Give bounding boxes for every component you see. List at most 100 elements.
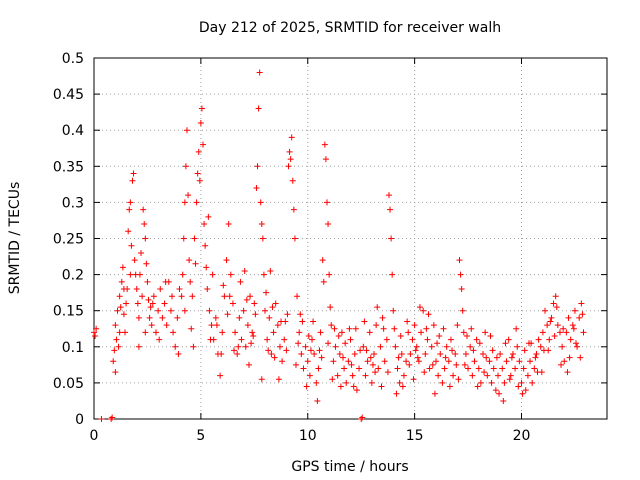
data-point (206, 307, 213, 314)
data-point (182, 163, 189, 170)
data-point (443, 343, 450, 350)
data-point (397, 332, 404, 339)
data-point (406, 361, 413, 368)
data-point (350, 383, 357, 390)
data-point (188, 325, 195, 332)
data-point (412, 347, 419, 354)
data-point (493, 354, 500, 361)
data-point (185, 192, 192, 199)
data-point (421, 369, 428, 376)
data-point (111, 347, 118, 354)
data-point (471, 358, 478, 365)
data-point (329, 376, 336, 383)
data-point (181, 307, 188, 314)
data-point (458, 286, 465, 293)
data-point (385, 192, 392, 199)
data-point (547, 318, 554, 325)
data-point (499, 365, 506, 372)
data-point (289, 177, 296, 184)
x-tick-label: 5 (196, 428, 205, 444)
data-point (428, 343, 435, 350)
data-point (220, 282, 227, 289)
data-point (364, 358, 371, 365)
data-point (219, 329, 226, 336)
data-point (294, 293, 301, 300)
data-point (266, 314, 273, 321)
data-point (309, 336, 316, 343)
x-tick-label: 15 (406, 428, 424, 444)
data-point (457, 271, 464, 278)
data-point (276, 343, 283, 350)
data-point (476, 340, 483, 347)
axis-ticks (93, 57, 607, 420)
data-point (548, 314, 555, 321)
data-point (537, 343, 544, 350)
data-point (405, 329, 412, 336)
data-point (330, 358, 337, 365)
data-point (424, 336, 431, 343)
data-point (486, 358, 493, 365)
data-point (316, 347, 323, 354)
data-point (351, 351, 358, 358)
data-point (201, 221, 208, 228)
data-point (127, 199, 134, 206)
data-point (403, 358, 410, 365)
data-point (187, 278, 194, 285)
data-point (112, 322, 119, 329)
data-point (366, 329, 373, 336)
data-point (361, 318, 368, 325)
data-point (571, 307, 578, 314)
data-point (533, 351, 540, 358)
data-point (161, 300, 168, 307)
data-point (379, 314, 386, 321)
data-point (133, 286, 140, 293)
data-point (508, 354, 515, 361)
data-point (263, 289, 270, 296)
data-point (418, 329, 425, 336)
y-tick-label: 0.45 (53, 87, 84, 103)
data-point (477, 379, 484, 386)
data-point (120, 311, 127, 318)
data-point (369, 361, 376, 368)
data-point (567, 336, 574, 343)
data-point (539, 329, 546, 336)
data-point (118, 278, 125, 285)
data-point (535, 336, 542, 343)
data-point (245, 361, 252, 368)
data-point (169, 293, 176, 300)
data-point (262, 307, 268, 314)
data-point (205, 213, 212, 220)
data-point (317, 329, 324, 336)
data-point (422, 351, 429, 358)
data-point (243, 296, 250, 303)
data-point (556, 329, 563, 336)
data-point (307, 347, 314, 354)
data-point (272, 300, 279, 307)
data-point (304, 358, 311, 365)
data-point (552, 293, 559, 300)
data-point (131, 257, 138, 264)
data-point (260, 271, 267, 278)
data-point (518, 379, 525, 386)
data-point (162, 278, 169, 285)
data-point (318, 354, 325, 361)
data-point (515, 383, 522, 390)
data-point (384, 369, 391, 376)
data-point (358, 416, 365, 422)
data-point (343, 379, 350, 386)
data-point (576, 314, 583, 321)
data-point (264, 336, 271, 343)
data-point (353, 387, 360, 394)
data-point (514, 343, 521, 350)
data-point (148, 322, 155, 329)
data-point (460, 329, 467, 336)
data-point (123, 300, 130, 307)
data-point (393, 390, 400, 397)
data-point (112, 369, 119, 376)
data-point (375, 365, 382, 372)
data-point (178, 293, 185, 300)
data-point (483, 354, 490, 361)
data-point (490, 365, 497, 372)
y-tick-label: 0.3 (62, 195, 84, 211)
data-point (574, 343, 581, 350)
